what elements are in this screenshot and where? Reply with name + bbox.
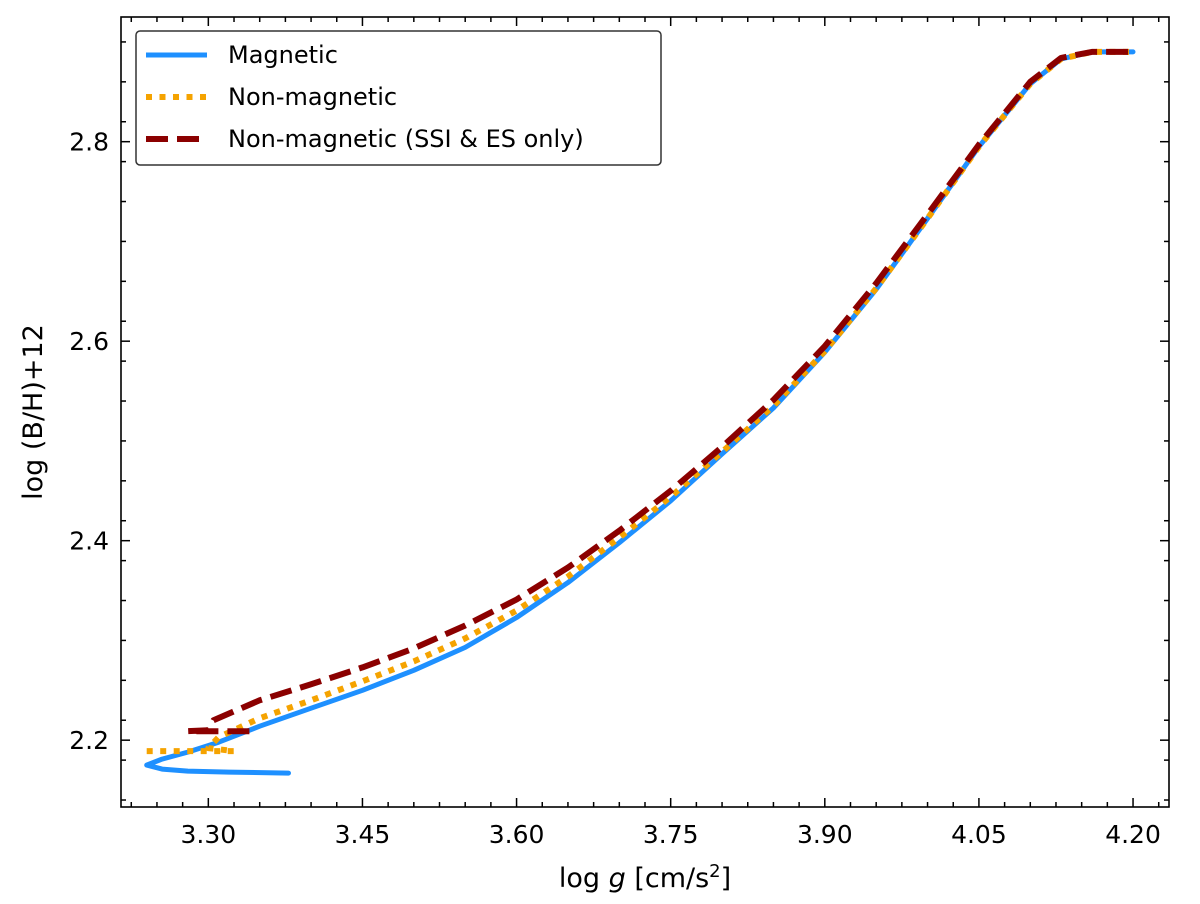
legend-label-non-magnetic: Non-magnetic — [228, 83, 397, 111]
x-tick-label: 4.20 — [1105, 820, 1161, 849]
x-tick-label: 3.90 — [797, 820, 853, 849]
y-tick-label: 2.6 — [69, 327, 109, 356]
y-tick-label: 2.8 — [69, 128, 109, 157]
legend-label-magnetic: Magnetic — [228, 41, 338, 69]
legend-frame — [135, 30, 662, 166]
x-tick-label: 3.60 — [489, 820, 545, 849]
x-tick-label: 4.05 — [951, 820, 1007, 849]
y-tick-label: 2.4 — [69, 527, 109, 556]
y-tick-labels: 2.2 2.4 2.6 2.8 — [69, 128, 109, 755]
series-line-2 — [184, 48, 1133, 735]
x-tick-label: 3.45 — [335, 820, 391, 849]
x-tick-label: 3.75 — [643, 820, 699, 849]
x-tick-labels: 3.30 3.45 3.60 3.75 3.90 4.05 4.20 — [180, 820, 1160, 849]
legend-label-non-magnetic-ssi-es: Non-magnetic (SSI & ES only) — [228, 125, 584, 153]
legend: Magnetic Non-magnetic Non-magnetic (SSI … — [135, 30, 662, 166]
series-layer — [144, 48, 1136, 776]
x-tick-label: 3.30 — [180, 820, 236, 849]
x-axis-title: log g [cm/s2] — [559, 861, 731, 895]
y-axis-title: log (B/H)+12 — [18, 324, 49, 500]
tick-layer — [121, 17, 1169, 807]
y-tick-label: 2.2 — [69, 726, 109, 755]
